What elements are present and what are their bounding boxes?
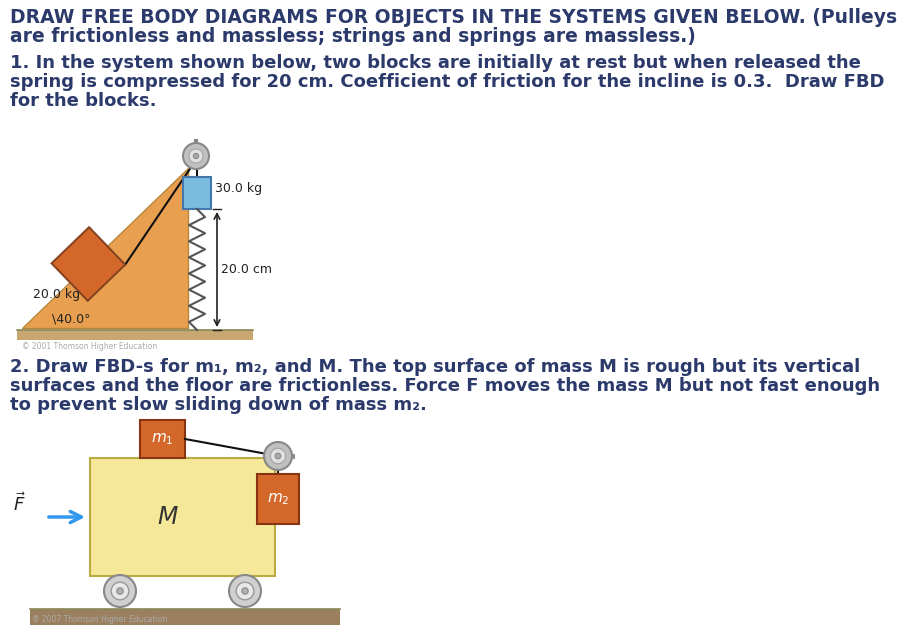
Text: 30.0 kg: 30.0 kg [215, 182, 262, 195]
Bar [90, 458, 275, 576]
Text: $m_1$: $m_1$ [151, 431, 174, 447]
Text: $M$: $M$ [157, 505, 179, 529]
Text: 2. Draw FBD-s for m₁, m₂, and M. The top surface of mass M is rough but its vert: 2. Draw FBD-s for m₁, m₂, and M. The top… [10, 358, 860, 376]
Text: \40.0°: \40.0° [52, 313, 90, 326]
Circle shape [242, 588, 248, 594]
Circle shape [193, 153, 199, 159]
Text: © 2001 Thomson Higher Education: © 2001 Thomson Higher Education [22, 342, 157, 351]
Circle shape [189, 149, 204, 163]
Circle shape [270, 449, 286, 464]
Circle shape [275, 453, 281, 459]
Bar [257, 474, 299, 524]
Circle shape [104, 575, 136, 607]
Text: 1. In the system shown below, two blocks are initially at rest but when released: 1. In the system shown below, two blocks… [10, 54, 861, 72]
Text: spring is compressed for 20 cm. Coefficient of friction for the incline is 0.3. : spring is compressed for 20 cm. Coeffici… [10, 73, 884, 91]
Text: $\vec{F}$: $\vec{F}$ [14, 492, 26, 515]
Circle shape [117, 588, 123, 594]
Circle shape [229, 575, 261, 607]
Bar [17, 330, 253, 340]
Circle shape [111, 582, 129, 600]
Text: ® 2007 Thomson Higher Education: ® 2007 Thomson Higher Education [32, 615, 168, 624]
Text: for the blocks.: for the blocks. [10, 92, 157, 110]
Text: DRAW FREE BODY DIAGRAMS FOR OBJECTS IN THE SYSTEMS GIVEN BELOW. (Pulleys: DRAW FREE BODY DIAGRAMS FOR OBJECTS IN T… [10, 8, 897, 27]
Text: 20.0 kg: 20.0 kg [32, 288, 80, 301]
Text: $m_2$: $m_2$ [267, 491, 289, 507]
Text: to prevent slow sliding down of mass m₂.: to prevent slow sliding down of mass m₂. [10, 396, 426, 414]
Text: 20.0 cm: 20.0 cm [221, 263, 272, 276]
Bar [183, 177, 211, 209]
Text: surfaces and the floor are frictionless. Force F moves the mass M but not fast e: surfaces and the floor are frictionless.… [10, 377, 880, 395]
Circle shape [264, 442, 292, 470]
Polygon shape [22, 168, 188, 328]
Circle shape [183, 143, 209, 169]
Circle shape [236, 582, 254, 600]
Polygon shape [52, 227, 125, 301]
Bar [140, 420, 185, 458]
Text: are frictionless and massless; strings and springs are massless.): are frictionless and massless; strings a… [10, 27, 696, 46]
Bar [30, 609, 340, 625]
